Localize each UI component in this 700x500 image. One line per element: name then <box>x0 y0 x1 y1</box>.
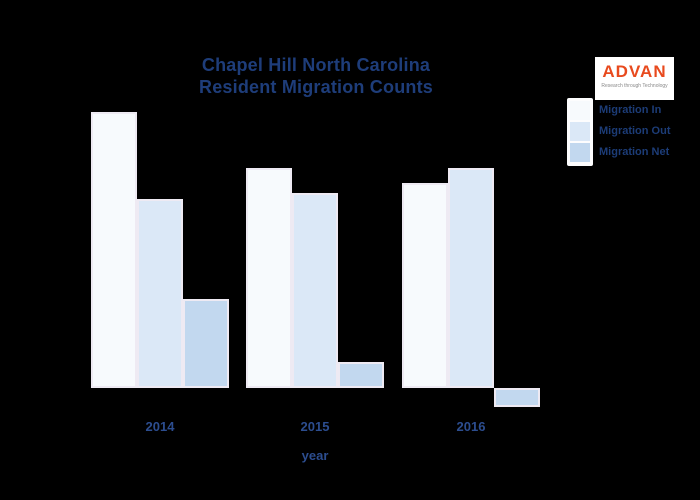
x-tick-2014: 2014 <box>145 419 175 434</box>
x-tick-2016: 2016 <box>456 419 486 434</box>
advan-logo-text: ADVAN <box>602 62 667 81</box>
legend-label-3: Migration Net <box>599 146 670 158</box>
bar-migration-out-2014 <box>137 199 183 388</box>
advan-logo-tagline: Research through Technology <box>601 83 668 89</box>
advan-logo: ADVAN Research through Technology <box>595 57 674 100</box>
bar-migration-net-2014 <box>183 299 229 388</box>
legend-swatch-3 <box>570 143 590 162</box>
bar-migration-net-2015 <box>338 362 384 388</box>
bar-migration-in-2014 <box>91 112 137 388</box>
bar-migration-net-2016 <box>494 388 540 407</box>
bar-migration-in-2016 <box>402 183 448 388</box>
bar-migration-out-2016 <box>448 168 494 388</box>
legend-swatch-2 <box>570 122 590 141</box>
chart-title-line1: Chapel Hill North Carolina <box>201 55 431 75</box>
bar-migration-in-2015 <box>246 168 292 388</box>
bar-migration-out-2015 <box>292 193 338 388</box>
legend-swatch-1 <box>570 101 590 120</box>
chart-title: Chapel Hill North Carolina Resident Migr… <box>160 54 472 98</box>
legend-swatch-box <box>567 98 593 166</box>
legend-label-2: Migration Out <box>599 125 671 137</box>
x-tick-2015: 2015 <box>300 419 330 434</box>
chart-title-line2: Resident Migration Counts <box>199 77 433 97</box>
x-axis-title: year <box>301 448 329 463</box>
legend-label-1: Migration In <box>599 104 662 116</box>
